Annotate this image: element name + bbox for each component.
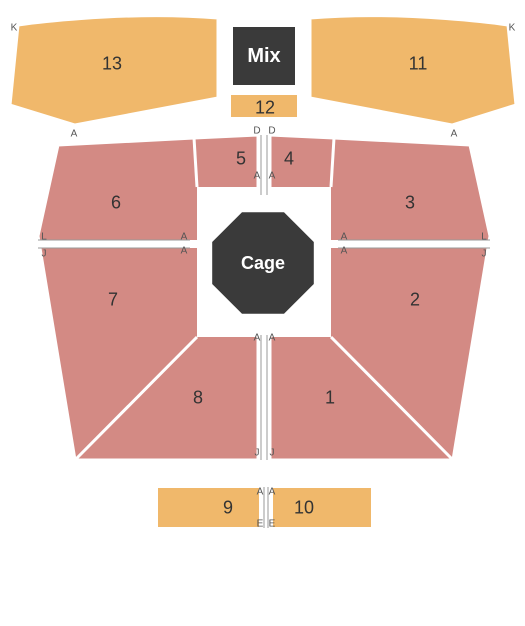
row-label: E [269,519,276,530]
row-label: A [341,232,348,243]
row-label: E [257,519,264,530]
row-label: A [341,246,348,257]
row-label: J [270,448,275,459]
section-label-4[interactable]: 4 [284,149,294,170]
section-label-8[interactable]: 8 [193,388,203,409]
seating-chart: Mix Cage 13111254637281910KKAADDAALAJAAL… [0,0,525,626]
section-label-13[interactable]: 13 [102,54,122,75]
row-label: A [254,171,261,182]
section-label-12[interactable]: 12 [255,98,275,119]
section-9[interactable] [157,487,260,528]
row-label: K [11,23,18,34]
row-label: A [269,171,276,182]
row-label: K [509,23,516,34]
section-label-9[interactable]: 9 [223,498,233,519]
row-label: D [253,126,260,137]
row-label: J [482,249,487,260]
row-label: A [269,487,276,498]
row-label: A [71,129,78,140]
row-label: A [254,333,261,344]
section-label-10[interactable]: 10 [294,498,314,519]
section-label-11[interactable]: 11 [409,54,428,75]
row-label: D [268,126,275,137]
cage-label: Cage [241,253,285,274]
section-label-6[interactable]: 6 [111,193,121,214]
row-label: J [255,448,260,459]
section-label-1[interactable]: 1 [325,388,335,409]
mix-label: Mix [247,45,280,68]
row-label: A [181,246,188,257]
section-label-3[interactable]: 3 [405,193,415,214]
row-label: A [257,487,264,498]
cage: Cage [193,193,333,333]
row-label: L [41,232,47,243]
mix-booth: Mix [233,27,295,85]
section-label-7[interactable]: 7 [108,290,118,311]
section-label-5[interactable]: 5 [236,149,246,170]
row-label: J [42,249,47,260]
section-label-2[interactable]: 2 [410,290,420,311]
row-label: A [451,129,458,140]
section-10[interactable] [272,487,372,528]
row-label: A [181,232,188,243]
row-label: L [481,232,487,243]
row-label: A [269,333,276,344]
